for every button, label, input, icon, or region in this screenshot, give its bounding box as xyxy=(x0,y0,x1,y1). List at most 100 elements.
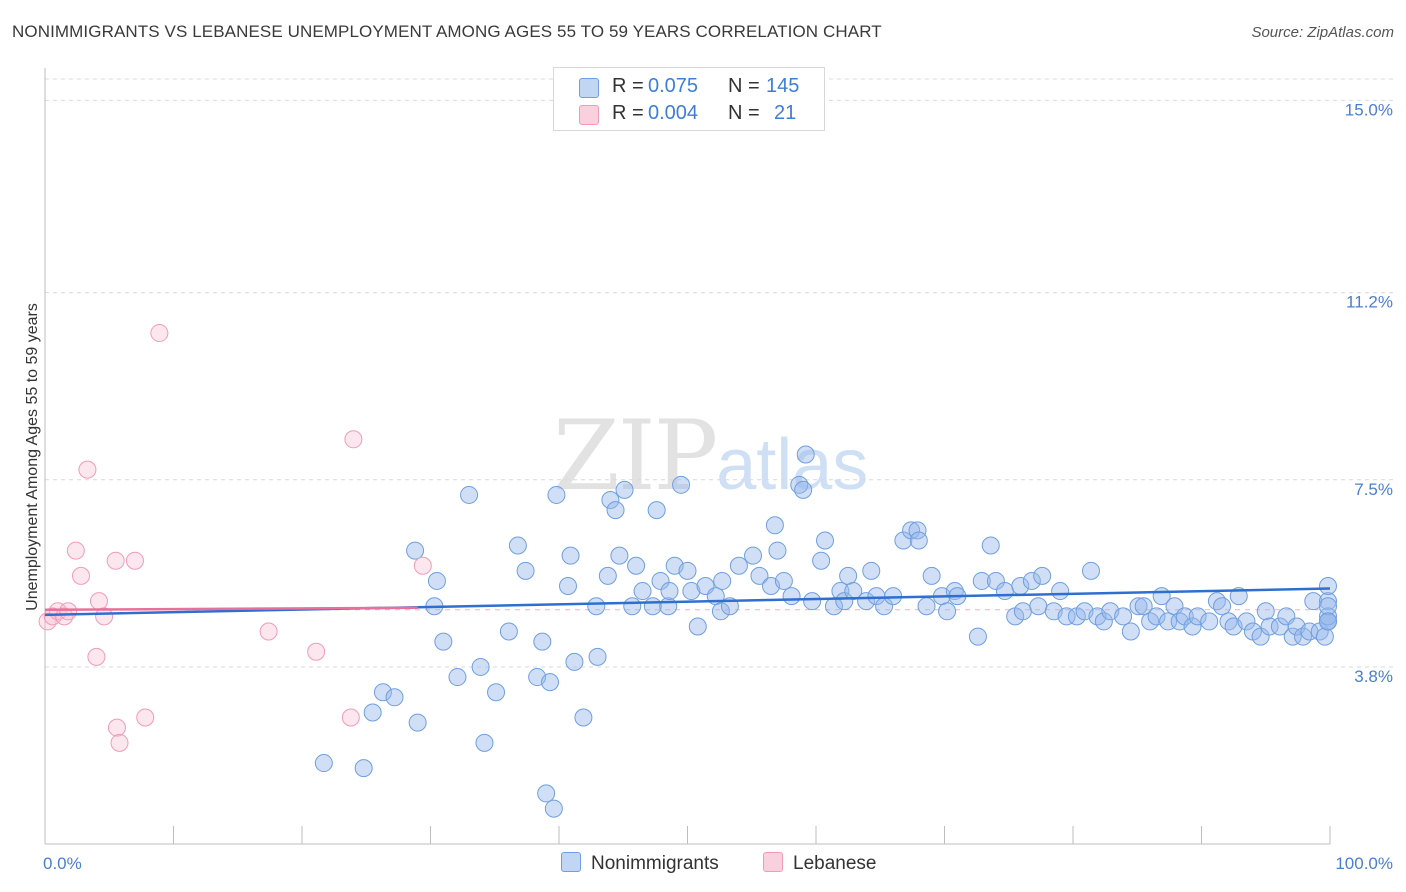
nonimmigrants-point xyxy=(1251,627,1270,646)
nonimmigrants-point xyxy=(1094,612,1113,631)
nonimmigrants-point xyxy=(541,673,560,692)
nonimmigrants-point xyxy=(672,475,691,494)
lebanese-point xyxy=(78,460,97,479)
legend-row-lebanese: R = 0.004 N = 21 xyxy=(554,101,824,127)
lebanese-point xyxy=(259,622,278,641)
lebanese-point xyxy=(71,566,90,585)
nonimmigrants-point xyxy=(1114,607,1133,626)
nonimmigrants-point xyxy=(651,571,670,590)
lebanese-point xyxy=(95,607,114,626)
r-label: R = xyxy=(612,102,644,124)
lebanese-trendline xyxy=(44,606,418,612)
nonimmigrants-point xyxy=(688,617,707,636)
nonimmigrants-point xyxy=(1319,592,1337,611)
nonimmigrants-point xyxy=(406,541,425,560)
nonimmigrants-point xyxy=(1319,607,1337,626)
nonimmigrants-point xyxy=(1319,612,1337,631)
nonimmigrants-point xyxy=(314,754,333,773)
nonimmigrants-point xyxy=(598,566,617,585)
nonimmigrants-point xyxy=(448,668,467,687)
nonimmigrants-point xyxy=(385,688,404,707)
correlation-legend: R = 0.075 N = 145 R = 0.004 N = 21 xyxy=(553,67,825,131)
nonimmigrants-point xyxy=(1207,592,1226,611)
nonimmigrants-point xyxy=(643,597,662,616)
legend-label-lebanese: Lebanese xyxy=(793,853,877,874)
y-tick-label: 11.2% xyxy=(1346,293,1393,312)
y-tick-label: 15.0% xyxy=(1345,100,1393,119)
nonimmigrants-point xyxy=(408,713,427,732)
nonimmigrants-point xyxy=(909,531,928,550)
chart-title: NONIMMIGRANTS VS LEBANESE UNEMPLOYMENT A… xyxy=(12,22,882,41)
nonimmigrants-point xyxy=(1051,582,1070,601)
lebanese-point xyxy=(110,733,129,752)
nonimmigrants-point xyxy=(533,632,552,651)
lebanese-point xyxy=(344,430,363,449)
nonimmigrants-point xyxy=(1081,561,1100,580)
lebanese-swatch xyxy=(579,105,599,125)
nonimmigrants-point xyxy=(558,577,577,595)
lebanese-point xyxy=(106,551,125,570)
nonimmigrants-point xyxy=(487,683,506,702)
nonimmigrants-point xyxy=(587,597,606,616)
nonimmigrants-point xyxy=(1013,602,1032,621)
nonimmigrants-point xyxy=(601,491,620,509)
nonimmigrants-point xyxy=(835,592,854,611)
n-value: 145 xyxy=(766,75,800,97)
lebanese-point xyxy=(87,647,106,666)
nonimmigrants-point xyxy=(606,501,625,520)
nonimmigrants-point xyxy=(744,546,763,565)
nonimmigrants-point xyxy=(561,546,580,565)
nonimmigrants-point xyxy=(678,561,697,580)
nonimmigrants-swatch xyxy=(561,852,581,872)
nonimmigrants-point xyxy=(713,571,732,590)
nonimmigrants-point xyxy=(922,566,941,585)
y-tick-label: 3.8% xyxy=(1354,667,1393,686)
series-legend: Nonimmigrants Lebanese xyxy=(0,852,1406,878)
nonimmigrants-point xyxy=(544,799,563,818)
nonimmigrants-point xyxy=(1057,607,1076,626)
legend-label-nonimmigrants: Nonimmigrants xyxy=(591,853,719,874)
nonimmigrants-point xyxy=(475,733,494,752)
nonimmigrants-point xyxy=(938,602,957,621)
n-value: 21 xyxy=(774,102,797,124)
n-label: N = xyxy=(728,75,760,97)
nonimmigrants-point xyxy=(812,551,831,570)
nonimmigrants-point xyxy=(862,561,881,580)
nonimmigrants-point xyxy=(981,536,1000,555)
nonimmigrants-point xyxy=(1183,617,1202,636)
nonimmigrants-point xyxy=(1256,602,1275,621)
nonimmigrants-point xyxy=(972,571,991,590)
nonimmigrants-point xyxy=(1188,607,1207,626)
nonimmigrants-point xyxy=(711,602,730,621)
nonimmigrants-point xyxy=(615,480,634,499)
lebanese-swatch xyxy=(763,852,783,872)
nonimmigrants-point xyxy=(1283,627,1302,646)
nonimmigrants-point xyxy=(627,556,646,575)
lebanese-point xyxy=(107,718,126,737)
nonimmigrants-point xyxy=(765,516,784,535)
r-value: 0.004 xyxy=(648,102,699,124)
lebanese-point xyxy=(125,551,144,570)
nonimmigrants-point xyxy=(1229,587,1248,606)
nonimmigrants-point xyxy=(499,622,518,641)
lebanese-point xyxy=(89,592,108,611)
nonimmigrants-point xyxy=(1129,597,1148,616)
nonimmigrants-trendline xyxy=(44,587,1331,617)
nonimmigrants-point xyxy=(1029,597,1048,616)
nonimmigrants-point xyxy=(1213,597,1232,616)
lebanese-point xyxy=(59,602,78,621)
nonimmigrants-point xyxy=(1121,622,1140,641)
lebanese-point xyxy=(66,541,85,560)
nonimmigrants-point xyxy=(682,582,701,601)
nonimmigrants-point xyxy=(1260,617,1279,636)
nonimmigrants-point xyxy=(354,759,373,778)
nonimmigrants-point xyxy=(1033,566,1052,585)
legend-item-nonimmigrants: Nonimmigrants xyxy=(561,852,719,875)
r-label: R = xyxy=(612,75,644,97)
n-label: N = xyxy=(728,102,760,124)
nonimmigrants-point xyxy=(471,657,490,676)
lebanese-point xyxy=(307,642,326,661)
nonimmigrants-point xyxy=(774,571,793,590)
nonimmigrants-point xyxy=(995,582,1014,601)
nonimmigrants-point xyxy=(434,632,453,651)
